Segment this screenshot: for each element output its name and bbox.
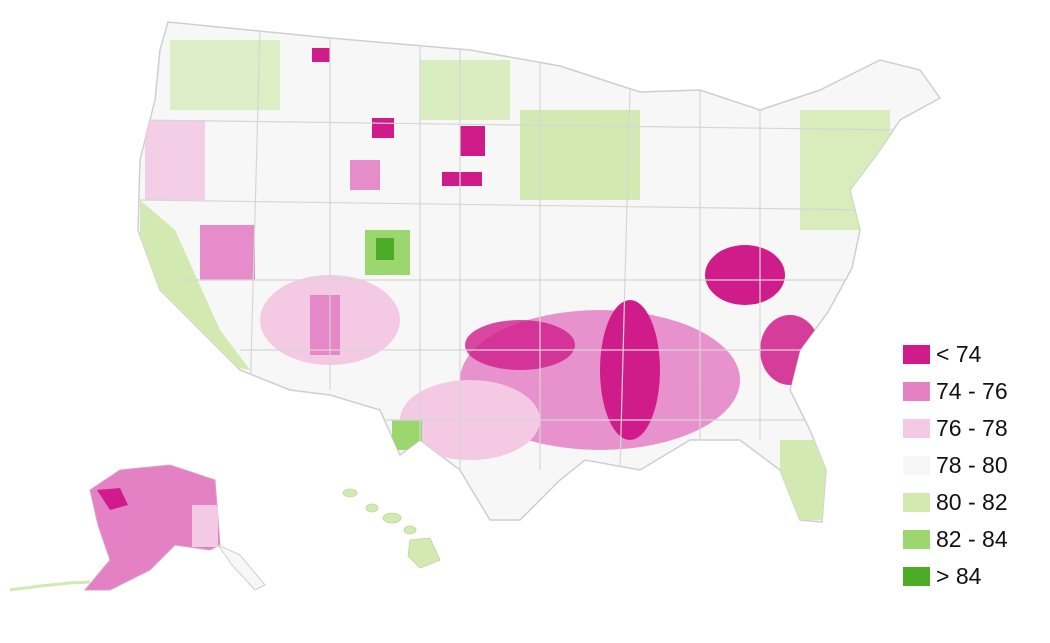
region-nevada: [200, 225, 255, 280]
hawaii-island-1: [342, 488, 358, 498]
legend-swatch: [903, 419, 930, 438]
region-wyoming-pink: [350, 160, 380, 190]
legend-label: > 84: [936, 563, 982, 589]
region-florida: [780, 440, 830, 520]
legend-swatch: [903, 382, 930, 401]
legend-label: < 74: [936, 341, 982, 367]
alaska: [9, 464, 266, 592]
legend-swatch: [903, 456, 930, 475]
region-northeast: [800, 110, 890, 230]
legend-label: 80 - 82: [936, 489, 1008, 515]
region-west-texas: [392, 420, 422, 450]
region-dakota-dark-2: [442, 172, 482, 186]
legend-swatch: [903, 530, 930, 549]
alaska-southeast: [192, 505, 218, 547]
region-appalachia: [705, 245, 785, 305]
legend-label: 74 - 76: [936, 378, 1008, 404]
region-northwest: [170, 40, 280, 110]
legend-label: 76 - 78: [936, 415, 1008, 441]
legend-swatch: [903, 493, 930, 512]
legend-item: 76 - 78: [903, 410, 1008, 447]
region-california: [140, 200, 250, 370]
aleutian-islands: [9, 580, 91, 592]
legend-item: 82 - 84: [903, 521, 1008, 558]
hawaii-island-4: [403, 525, 417, 535]
region-northern-plains: [420, 60, 510, 120]
region-colorado-high: [376, 238, 394, 260]
state-boundaries: [139, 29, 901, 471]
legend-item: 74 - 76: [903, 373, 1008, 410]
legend: < 74 74 - 76 76 - 78 78 - 80 80 - 82 82 - 84 >…: [903, 336, 1008, 595]
contiguous-us: [137, 21, 942, 523]
hawaii-island-big: [407, 537, 441, 569]
legend-swatch: [903, 345, 930, 364]
region-dakota-dark: [460, 126, 485, 156]
hawaii-island-2: [365, 503, 379, 513]
alaska-panhandle: [216, 543, 266, 591]
legend-item: < 74: [903, 336, 1008, 373]
region-mississippi-delta: [600, 300, 660, 440]
legend-label: 78 - 80: [936, 452, 1008, 478]
region-arizona-west: [310, 295, 340, 355]
region-upper-midwest: [520, 110, 640, 200]
legend-item: > 84: [903, 558, 1008, 595]
hawaii-island-3: [382, 512, 402, 524]
legend-item: 78 - 80: [903, 447, 1008, 484]
region-montana-dark: [372, 118, 394, 138]
hawaii: [342, 488, 441, 569]
legend-item: 80 - 82: [903, 484, 1008, 521]
legend-swatch: [903, 567, 930, 586]
region-north-dark: [312, 48, 330, 62]
legend-label: 82 - 84: [936, 526, 1008, 552]
alaska-northwest-dark: [97, 488, 128, 510]
region-oregon-pink: [145, 120, 205, 200]
region-oklahoma: [465, 320, 575, 370]
